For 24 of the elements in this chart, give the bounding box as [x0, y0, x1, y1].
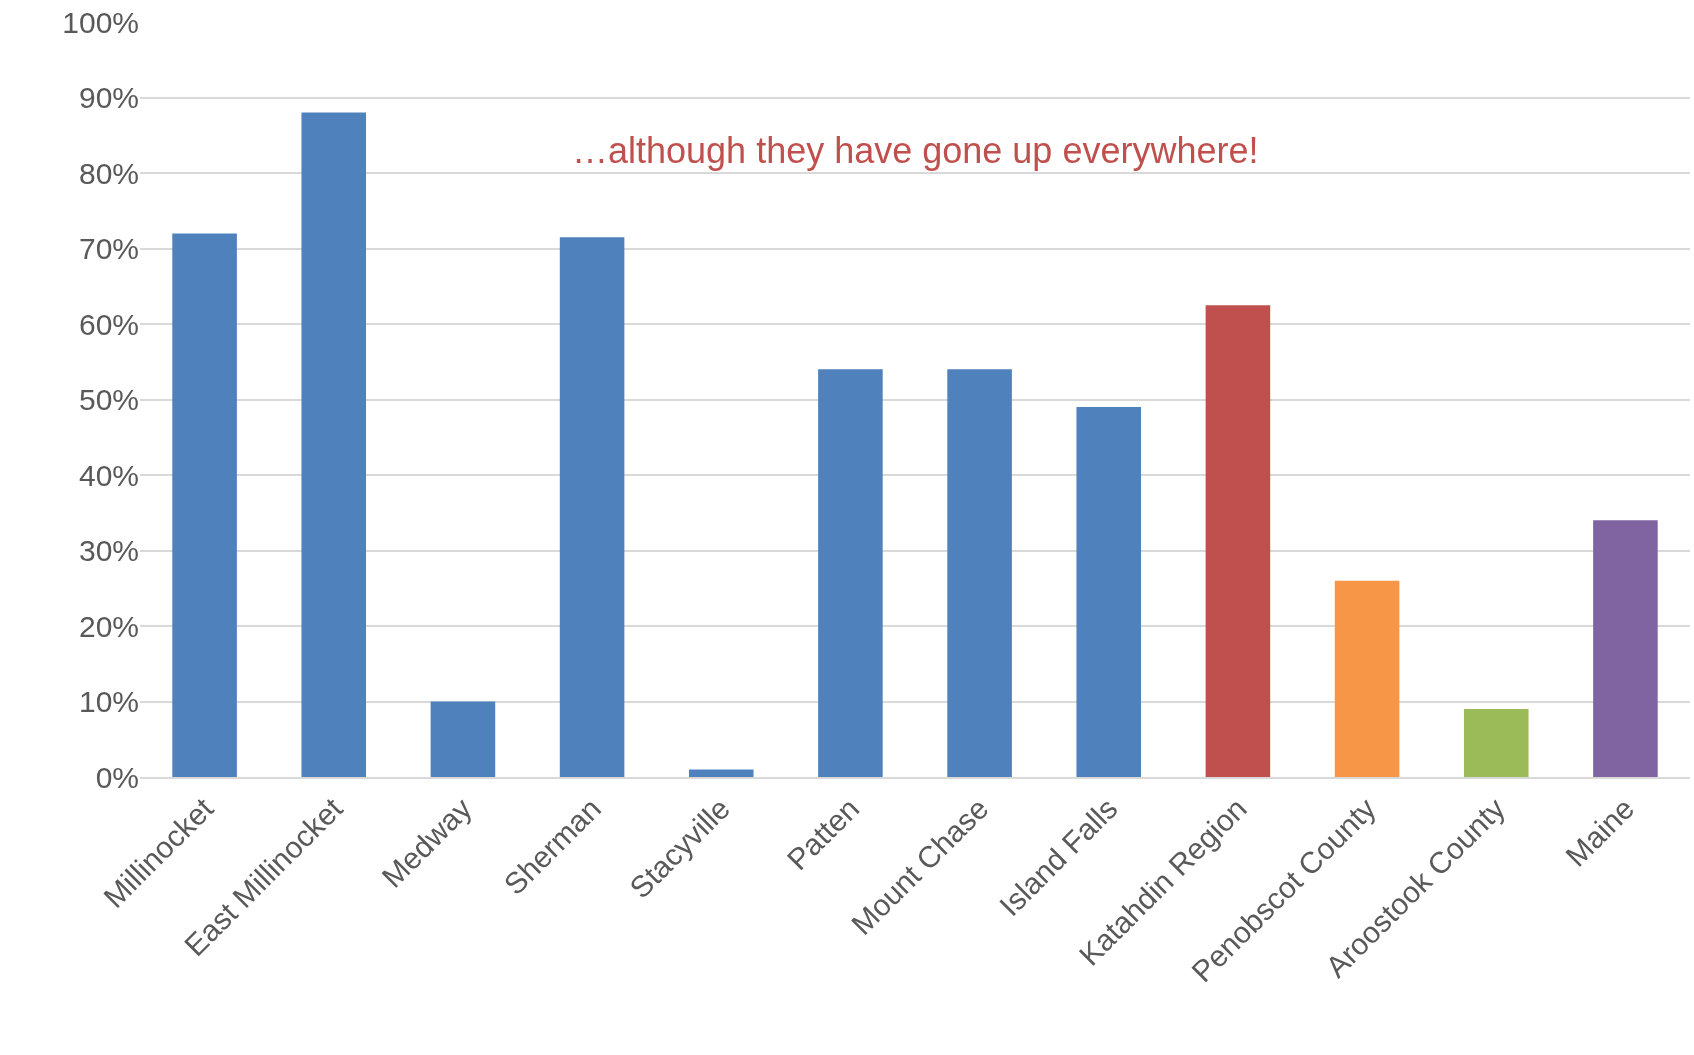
y-tick-label: 20%	[78, 609, 139, 643]
bar	[430, 701, 496, 777]
bar	[1334, 580, 1400, 777]
y-tick-label: 0%	[95, 760, 139, 794]
bar	[1463, 709, 1529, 777]
y-tick-label: 30%	[78, 534, 139, 567]
bar	[301, 112, 367, 777]
annotation: …although they have gone up everywhere!	[572, 130, 1259, 171]
bar	[559, 237, 625, 777]
y-tick-label: 60%	[78, 307, 139, 341]
y-tick-label: 90%	[78, 81, 139, 114]
bar	[1205, 305, 1271, 777]
bar	[1593, 520, 1658, 777]
y-tick-label: 50%	[78, 383, 139, 416]
bar	[172, 233, 237, 777]
y-tick-label: 100%	[62, 5, 139, 39]
bar	[818, 369, 883, 777]
y-tick-label: 10%	[78, 685, 139, 718]
y-tick-label: 40%	[78, 458, 139, 492]
bar	[1076, 407, 1142, 777]
bar	[947, 369, 1012, 777]
bar	[688, 769, 754, 777]
y-tick-label: 80%	[78, 156, 139, 190]
y-tick-label: 70%	[78, 232, 139, 265]
